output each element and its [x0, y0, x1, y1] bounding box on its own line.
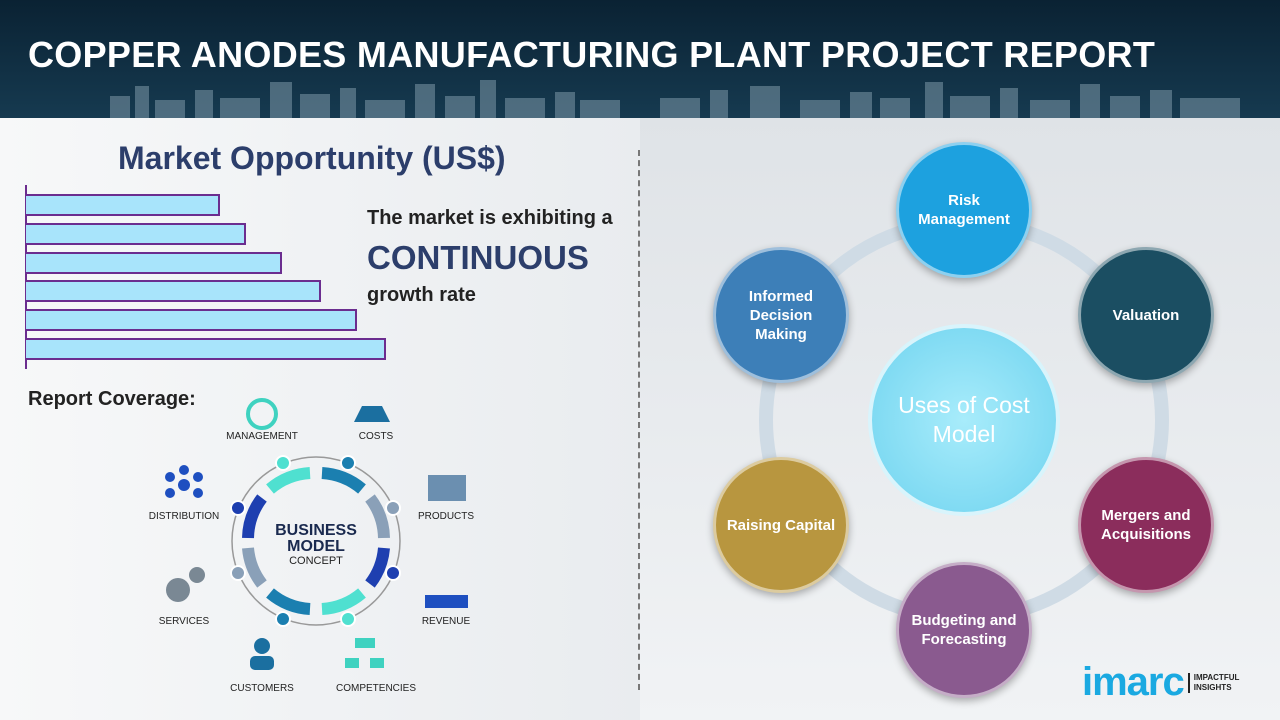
- city-skyline-graphic: [110, 80, 1240, 118]
- uses-center-circle: Uses of Cost Model: [868, 324, 1060, 516]
- divider: [638, 150, 640, 690]
- growth-bar: [26, 280, 322, 303]
- label-costs: COSTS: [358, 431, 394, 442]
- bm-center-2: MODEL: [287, 538, 345, 555]
- label-revenue: REVENUE: [421, 616, 471, 627]
- use-informed-decisions: Informed Decision Making: [713, 247, 849, 383]
- label-services: SERVICES: [158, 616, 210, 627]
- services-icon: [166, 567, 205, 602]
- market-text-1: The market is exhibiting a: [367, 207, 613, 229]
- use-risk-management: Risk Management: [896, 142, 1032, 278]
- customers-icon: [250, 638, 274, 670]
- bm-center-3: CONCEPT: [289, 555, 343, 567]
- growth-bar: [26, 251, 282, 274]
- label-products: PRODUCTS: [417, 511, 475, 522]
- revenue-icon: [425, 595, 468, 608]
- growth-bar: [26, 309, 358, 332]
- header-banner: COPPER ANODES MANUFACTURING PLANT PROJEC…: [0, 0, 1280, 118]
- logo-tag-1: IMPACTFUL: [1193, 672, 1240, 682]
- bm-center-1: BUSINESS: [275, 522, 357, 539]
- use-valuation: Valuation: [1078, 247, 1214, 383]
- business-model-diagram: [165, 398, 468, 670]
- logo-tag-2: INSIGHTS: [1193, 682, 1232, 692]
- report-coverage-title: Report Coverage:: [28, 388, 196, 410]
- market-text-3: growth rate: [367, 284, 476, 306]
- page-title: COPPER ANODES MANUFACTURING PLANT PROJEC…: [28, 34, 1156, 75]
- label-customers: CUSTOMERS: [230, 683, 294, 694]
- logo-tagline: IMPACTFUL INSIGHTS: [1187, 672, 1240, 693]
- products-icon: [428, 475, 466, 501]
- management-icon: [246, 398, 278, 430]
- growth-bar: [26, 338, 386, 360]
- use-budgeting: Budgeting and Forecasting: [896, 562, 1032, 698]
- label-competencies: COMPETENCIES: [335, 683, 417, 694]
- imarc-logo: imarc IMPACTFUL INSIGHTS: [1082, 660, 1239, 705]
- distribution-icon: [165, 465, 203, 498]
- left-panel: [0, 118, 640, 720]
- growth-bar: [26, 222, 246, 245]
- logo-word: imarc: [1082, 660, 1185, 704]
- costs-icon: [354, 406, 390, 422]
- use-mergers: Mergers and Acquisitions: [1078, 457, 1214, 593]
- use-raising-capital: Raising Capital: [713, 457, 849, 593]
- competencies-icon: [345, 638, 384, 668]
- market-text-continuous: CONTINUOUS: [367, 239, 589, 276]
- growth-bar: [26, 194, 221, 216]
- bar-chart-axis: [25, 185, 27, 369]
- label-distribution: DISTRIBUTION: [148, 511, 220, 522]
- market-opportunity-title: Market Opportunity (US$): [118, 140, 506, 176]
- label-management: MANAGEMENT: [226, 431, 298, 442]
